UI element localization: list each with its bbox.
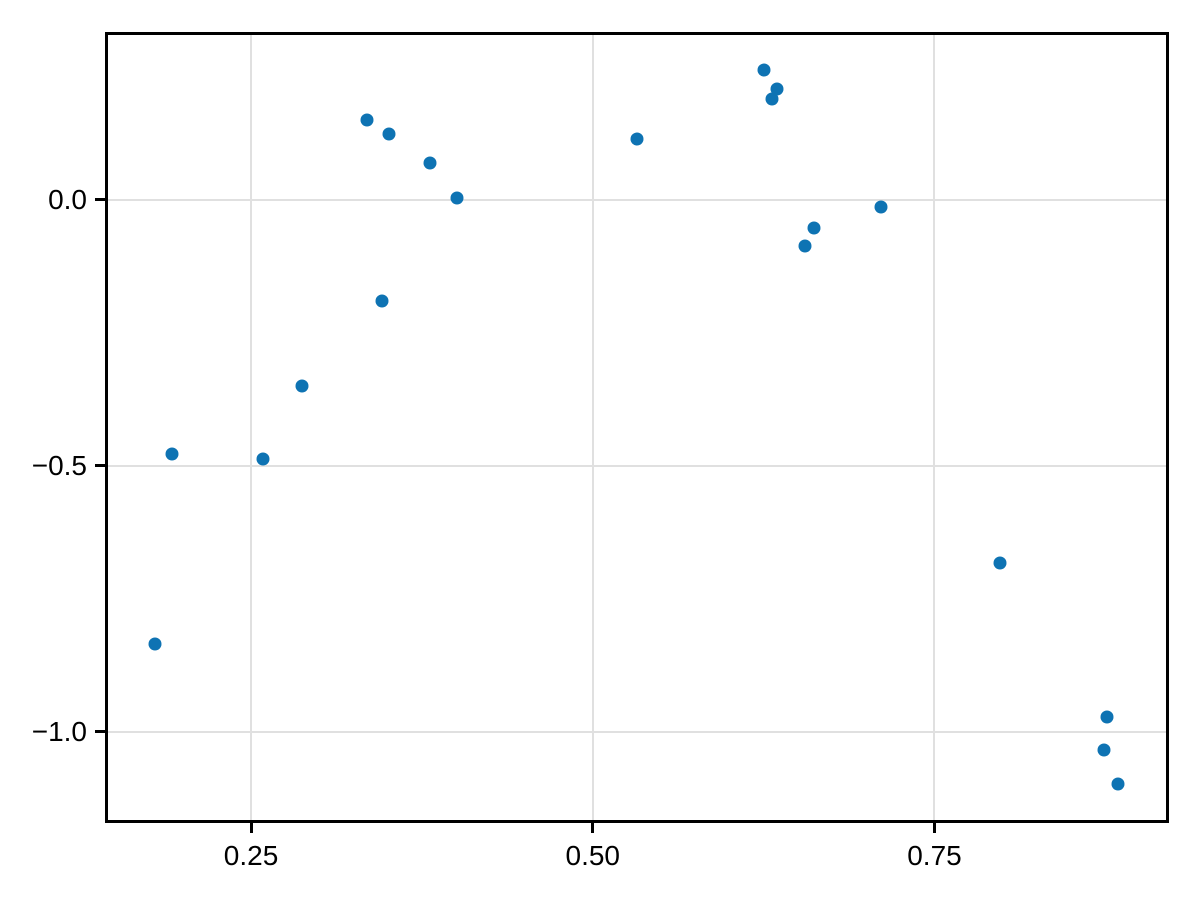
data-point xyxy=(757,63,771,77)
x-tick-label-0.25: 0.25 xyxy=(223,840,279,871)
data-point xyxy=(874,200,888,214)
plot-area xyxy=(104,31,1169,823)
data-point xyxy=(993,556,1007,570)
y-tick-0 xyxy=(94,198,105,202)
data-point xyxy=(807,221,821,235)
data-point xyxy=(295,379,309,393)
x-tick-label-0.50: 0.50 xyxy=(565,840,621,871)
data-point xyxy=(360,113,374,127)
x-gridline-0.50 xyxy=(591,34,594,820)
plot-inner xyxy=(107,34,1166,820)
data-point xyxy=(382,127,396,141)
x-gridline-0.75 xyxy=(933,34,936,820)
y-tick-label-2: −1.0 xyxy=(31,715,87,747)
x-gridline-0.25 xyxy=(250,34,253,820)
data-point xyxy=(630,132,643,146)
y-tick-1 xyxy=(94,464,105,468)
data-point xyxy=(1097,743,1111,757)
data-point xyxy=(1111,777,1125,791)
x-tick-0.75 xyxy=(932,822,936,833)
data-point xyxy=(423,156,437,170)
data-point xyxy=(148,637,162,651)
data-point xyxy=(375,294,389,308)
y-tick-label-1: −0.5 xyxy=(31,449,87,481)
y-tick-label-0: 0.0 xyxy=(48,183,87,215)
x-tick-0.50 xyxy=(591,822,595,833)
y-gridline-1 xyxy=(107,464,1166,467)
x-tick-label-0.75: 0.75 xyxy=(907,840,962,871)
y-gridline-2 xyxy=(107,730,1166,733)
data-point xyxy=(765,92,779,106)
y-tick-2 xyxy=(94,730,105,734)
data-point xyxy=(165,447,179,461)
data-point xyxy=(450,191,464,205)
data-point xyxy=(770,82,784,96)
data-point xyxy=(1100,710,1114,724)
y-gridline-0 xyxy=(107,198,1166,201)
data-point xyxy=(798,239,812,253)
x-tick-0.25 xyxy=(249,822,253,833)
data-point xyxy=(256,452,270,466)
